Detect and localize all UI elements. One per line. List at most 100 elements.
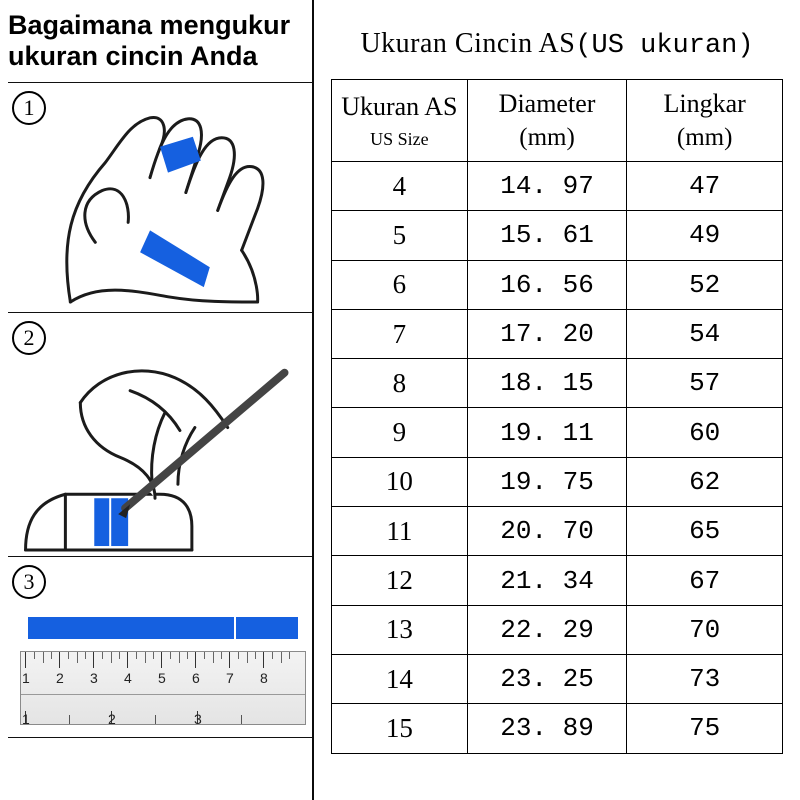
ruler-cm-label: 5 xyxy=(158,670,166,686)
cell-diameter: 16. 56 xyxy=(467,260,627,309)
cell-size: 7 xyxy=(332,309,468,358)
cell-circ: 49 xyxy=(627,211,783,260)
cell-circ: 62 xyxy=(627,457,783,506)
cell-circ: 70 xyxy=(627,605,783,654)
ruler-cm-label: 1 xyxy=(22,670,30,686)
right-title-main: Ukuran Cincin AS xyxy=(360,28,575,59)
ruler-in-tick: 1 xyxy=(25,711,111,725)
step-badge-2: 2 xyxy=(12,321,46,355)
table-row: 919. 1160 xyxy=(332,408,783,457)
measure-strip xyxy=(28,617,298,639)
ruler-in-tick: 3 xyxy=(197,711,283,725)
cell-size: 6 xyxy=(332,260,468,309)
ruler-cm-tick: 4 xyxy=(127,652,161,668)
ruler-illustration: 12345678 123 xyxy=(20,651,306,725)
cell-diameter: 20. 70 xyxy=(467,507,627,556)
col-header-diameter-unit: (mm) xyxy=(472,122,623,153)
left-title: Bagaimana mengukur ukuran cincin Anda xyxy=(8,10,312,72)
table-row: 1019. 7562 xyxy=(332,457,783,506)
cell-diameter: 23. 89 xyxy=(467,704,627,753)
table-row: 1523. 8975 xyxy=(332,704,783,753)
cell-size: 5 xyxy=(332,211,468,260)
ruler-in-label: 3 xyxy=(194,711,202,725)
cell-diameter: 21. 34 xyxy=(467,556,627,605)
cell-circ: 67 xyxy=(627,556,783,605)
col-header-circ-main: Lingkar xyxy=(664,89,746,118)
ruler-cm-label: 6 xyxy=(192,670,200,686)
cell-size: 10 xyxy=(332,457,468,506)
cell-size: 4 xyxy=(332,162,468,211)
ruler-cm-label: 4 xyxy=(124,670,132,686)
cell-circ: 54 xyxy=(627,309,783,358)
cell-size: 11 xyxy=(332,507,468,556)
col-header-size: Ukuran AS US Size xyxy=(332,80,468,162)
cell-circ: 75 xyxy=(627,704,783,753)
ruler-in-row: 1 2 3 xyxy=(21,694,305,724)
cell-diameter: 19. 11 xyxy=(467,408,627,457)
ruler-cm-tick: 6 xyxy=(195,652,229,668)
size-table: Ukuran AS US Size Diameter (mm) Lingkar … xyxy=(331,79,783,754)
cell-size: 13 xyxy=(332,605,468,654)
hand-mark-illustration xyxy=(8,313,312,556)
ruler-cm-tick: 7 xyxy=(229,652,263,668)
col-header-size-main: Ukuran AS xyxy=(341,92,457,121)
table-row: 616. 5652 xyxy=(332,260,783,309)
table-row: 1221. 3467 xyxy=(332,556,783,605)
table-body: 414. 9747515. 6149616. 5652717. 2054818.… xyxy=(332,162,783,754)
table-row: 717. 2054 xyxy=(332,309,783,358)
left-title-line1: Bagaimana mengukur xyxy=(8,10,290,40)
table-row: 515. 6149 xyxy=(332,211,783,260)
ruler-cm-label: 2 xyxy=(56,670,64,686)
ruler-cm-tick: 1 xyxy=(25,652,59,668)
table-row: 1120. 7065 xyxy=(332,507,783,556)
cell-diameter: 22. 29 xyxy=(467,605,627,654)
table-row: 818. 1557 xyxy=(332,359,783,408)
cell-diameter: 23. 25 xyxy=(467,654,627,703)
cell-circ: 52 xyxy=(627,260,783,309)
right-title-paren: (US ukuran) xyxy=(575,31,753,61)
left-title-line2: ukuran cincin Anda xyxy=(8,41,258,71)
left-panel: Bagaimana mengukur ukuran cincin Anda 1 xyxy=(0,0,312,800)
cell-circ: 65 xyxy=(627,507,783,556)
cell-diameter: 18. 15 xyxy=(467,359,627,408)
cell-diameter: 19. 75 xyxy=(467,457,627,506)
step-badge-1: 1 xyxy=(12,91,46,125)
table-header-row: Ukuran AS US Size Diameter (mm) Lingkar … xyxy=(332,80,783,162)
cell-diameter: 17. 20 xyxy=(467,309,627,358)
cell-diameter: 15. 61 xyxy=(467,211,627,260)
cell-circ: 60 xyxy=(627,408,783,457)
right-title: Ukuran Cincin AS(US ukuran) xyxy=(360,28,753,61)
cell-size: 9 xyxy=(332,408,468,457)
ruler-in-tick: 2 xyxy=(111,711,197,725)
cell-size: 14 xyxy=(332,654,468,703)
table-row: 1423. 2573 xyxy=(332,654,783,703)
page-container: Bagaimana mengukur ukuran cincin Anda 1 xyxy=(0,0,800,800)
cell-diameter: 14. 97 xyxy=(467,162,627,211)
ruler-cm-tick: 3 xyxy=(93,652,127,668)
col-header-diameter-main: Diameter xyxy=(499,89,596,118)
table-row: 1322. 2970 xyxy=(332,605,783,654)
right-panel: Ukuran Cincin AS(US ukuran) Ukuran AS US… xyxy=(312,0,800,800)
ruler-in-label: 1 xyxy=(22,711,30,725)
table-row: 414. 9747 xyxy=(332,162,783,211)
ruler-cm-label: 3 xyxy=(90,670,98,686)
col-header-diameter: Diameter (mm) xyxy=(467,80,627,162)
ruler-in-label: 2 xyxy=(108,711,116,725)
cell-size: 12 xyxy=(332,556,468,605)
ruler-cm-tick: 2 xyxy=(59,652,93,668)
step-2: 2 xyxy=(8,312,312,556)
steps-container: 1 xyxy=(8,82,312,800)
cell-size: 15 xyxy=(332,704,468,753)
cell-circ: 73 xyxy=(627,654,783,703)
cell-size: 8 xyxy=(332,359,468,408)
ruler-cm-label: 7 xyxy=(226,670,234,686)
ruler-cm-tick: 5 xyxy=(161,652,195,668)
ruler-cm-label: 8 xyxy=(260,670,268,686)
ruler-cm-tick: 8 xyxy=(263,652,297,668)
col-header-size-sub: US Size xyxy=(336,128,463,151)
hand-wrap-illustration xyxy=(8,83,312,312)
col-header-circ: Lingkar (mm) xyxy=(627,80,783,162)
step-1: 1 xyxy=(8,82,312,312)
ruler-cm-row: 12345678 xyxy=(21,652,305,696)
col-header-circ-unit: (mm) xyxy=(631,122,778,153)
